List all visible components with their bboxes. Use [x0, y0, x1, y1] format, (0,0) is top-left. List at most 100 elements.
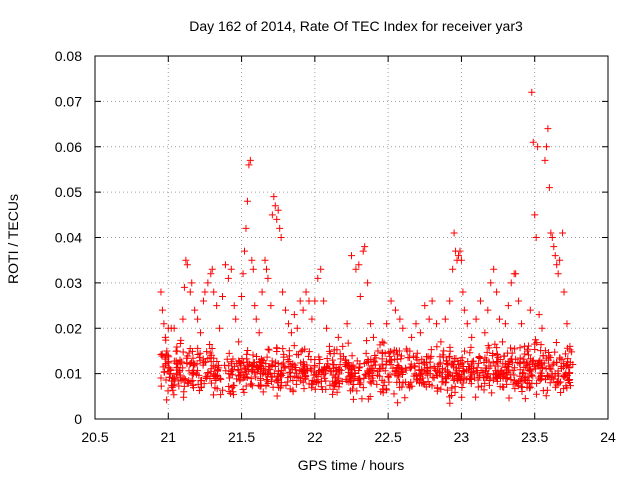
data-point — [180, 375, 188, 383]
data-point — [261, 256, 269, 264]
data-point — [253, 352, 261, 360]
data-point — [163, 396, 171, 404]
data-point — [343, 320, 351, 328]
data-point — [562, 361, 570, 369]
data-point — [274, 206, 282, 214]
data-point — [505, 394, 513, 402]
data-point — [362, 349, 370, 357]
data-point — [204, 369, 212, 377]
data-point — [392, 347, 400, 355]
data-point — [196, 353, 204, 361]
data-point — [225, 370, 233, 378]
data-point — [476, 297, 484, 305]
data-point — [412, 320, 420, 328]
data-point — [239, 374, 247, 382]
data-point — [157, 374, 165, 382]
data-point — [522, 363, 530, 371]
data-point — [518, 387, 526, 395]
data-point — [352, 265, 360, 273]
data-point — [561, 350, 569, 358]
data-point — [427, 346, 435, 354]
data-point — [197, 329, 205, 337]
data-point — [242, 224, 250, 232]
data-point — [507, 279, 515, 287]
data-point — [259, 388, 267, 396]
data-point — [555, 379, 563, 387]
data-point — [500, 352, 508, 360]
data-point — [360, 359, 368, 367]
data-point — [552, 383, 560, 391]
data-point — [536, 369, 544, 377]
data-point — [179, 315, 187, 323]
data-point — [379, 349, 387, 357]
data-point — [337, 355, 345, 363]
data-point — [341, 356, 349, 364]
data-point — [202, 374, 210, 382]
data-point — [483, 364, 491, 372]
data-point — [438, 378, 446, 386]
data-point — [189, 370, 197, 378]
data-point — [331, 382, 339, 390]
data-point — [197, 377, 205, 385]
data-point — [188, 371, 196, 379]
data-point — [172, 357, 180, 365]
data-point — [182, 256, 190, 264]
data-point — [407, 364, 415, 372]
data-point — [358, 395, 366, 403]
data-point — [403, 347, 411, 355]
data-point — [227, 265, 235, 273]
data-point — [257, 382, 265, 390]
data-point — [488, 352, 496, 360]
data-point — [537, 347, 545, 355]
data-point — [408, 333, 416, 341]
data-point — [565, 369, 573, 377]
data-point — [493, 369, 501, 377]
data-point — [275, 367, 283, 375]
data-point — [545, 184, 553, 192]
data-point — [185, 376, 193, 384]
data-point — [434, 362, 442, 370]
x-tick-label: 23.5 — [521, 429, 548, 445]
data-point — [261, 367, 269, 375]
data-point — [516, 372, 524, 380]
data-point — [265, 346, 273, 354]
data-point — [262, 381, 270, 389]
data-point — [460, 367, 468, 375]
data-point — [221, 261, 229, 269]
data-point — [189, 384, 197, 392]
data-point — [387, 347, 395, 355]
data-point — [280, 353, 288, 361]
data-point — [462, 376, 470, 384]
data-points — [157, 88, 577, 407]
data-point — [186, 288, 194, 296]
data-point — [293, 350, 301, 358]
data-point — [498, 366, 506, 374]
data-point — [560, 360, 568, 368]
data-point — [503, 380, 511, 388]
data-point — [479, 368, 487, 376]
x-tick-label: 21.5 — [228, 429, 255, 445]
data-point — [314, 274, 322, 282]
data-point — [176, 340, 184, 348]
data-point — [185, 349, 193, 357]
data-point — [191, 360, 199, 368]
axis-ticks — [94, 55, 609, 420]
data-point — [168, 377, 176, 385]
data-point — [336, 361, 344, 369]
data-point — [225, 349, 233, 357]
data-point — [485, 344, 493, 352]
data-point — [443, 357, 451, 365]
data-point — [458, 393, 466, 401]
data-point — [415, 359, 423, 367]
data-point — [451, 388, 459, 396]
data-point — [183, 261, 191, 269]
data-point — [345, 378, 353, 386]
data-point — [270, 193, 278, 201]
data-point — [560, 385, 568, 393]
data-point — [521, 375, 529, 383]
data-point — [360, 374, 368, 382]
data-point — [493, 350, 501, 358]
data-point — [399, 379, 407, 387]
data-point — [457, 360, 465, 368]
data-point — [507, 376, 515, 384]
